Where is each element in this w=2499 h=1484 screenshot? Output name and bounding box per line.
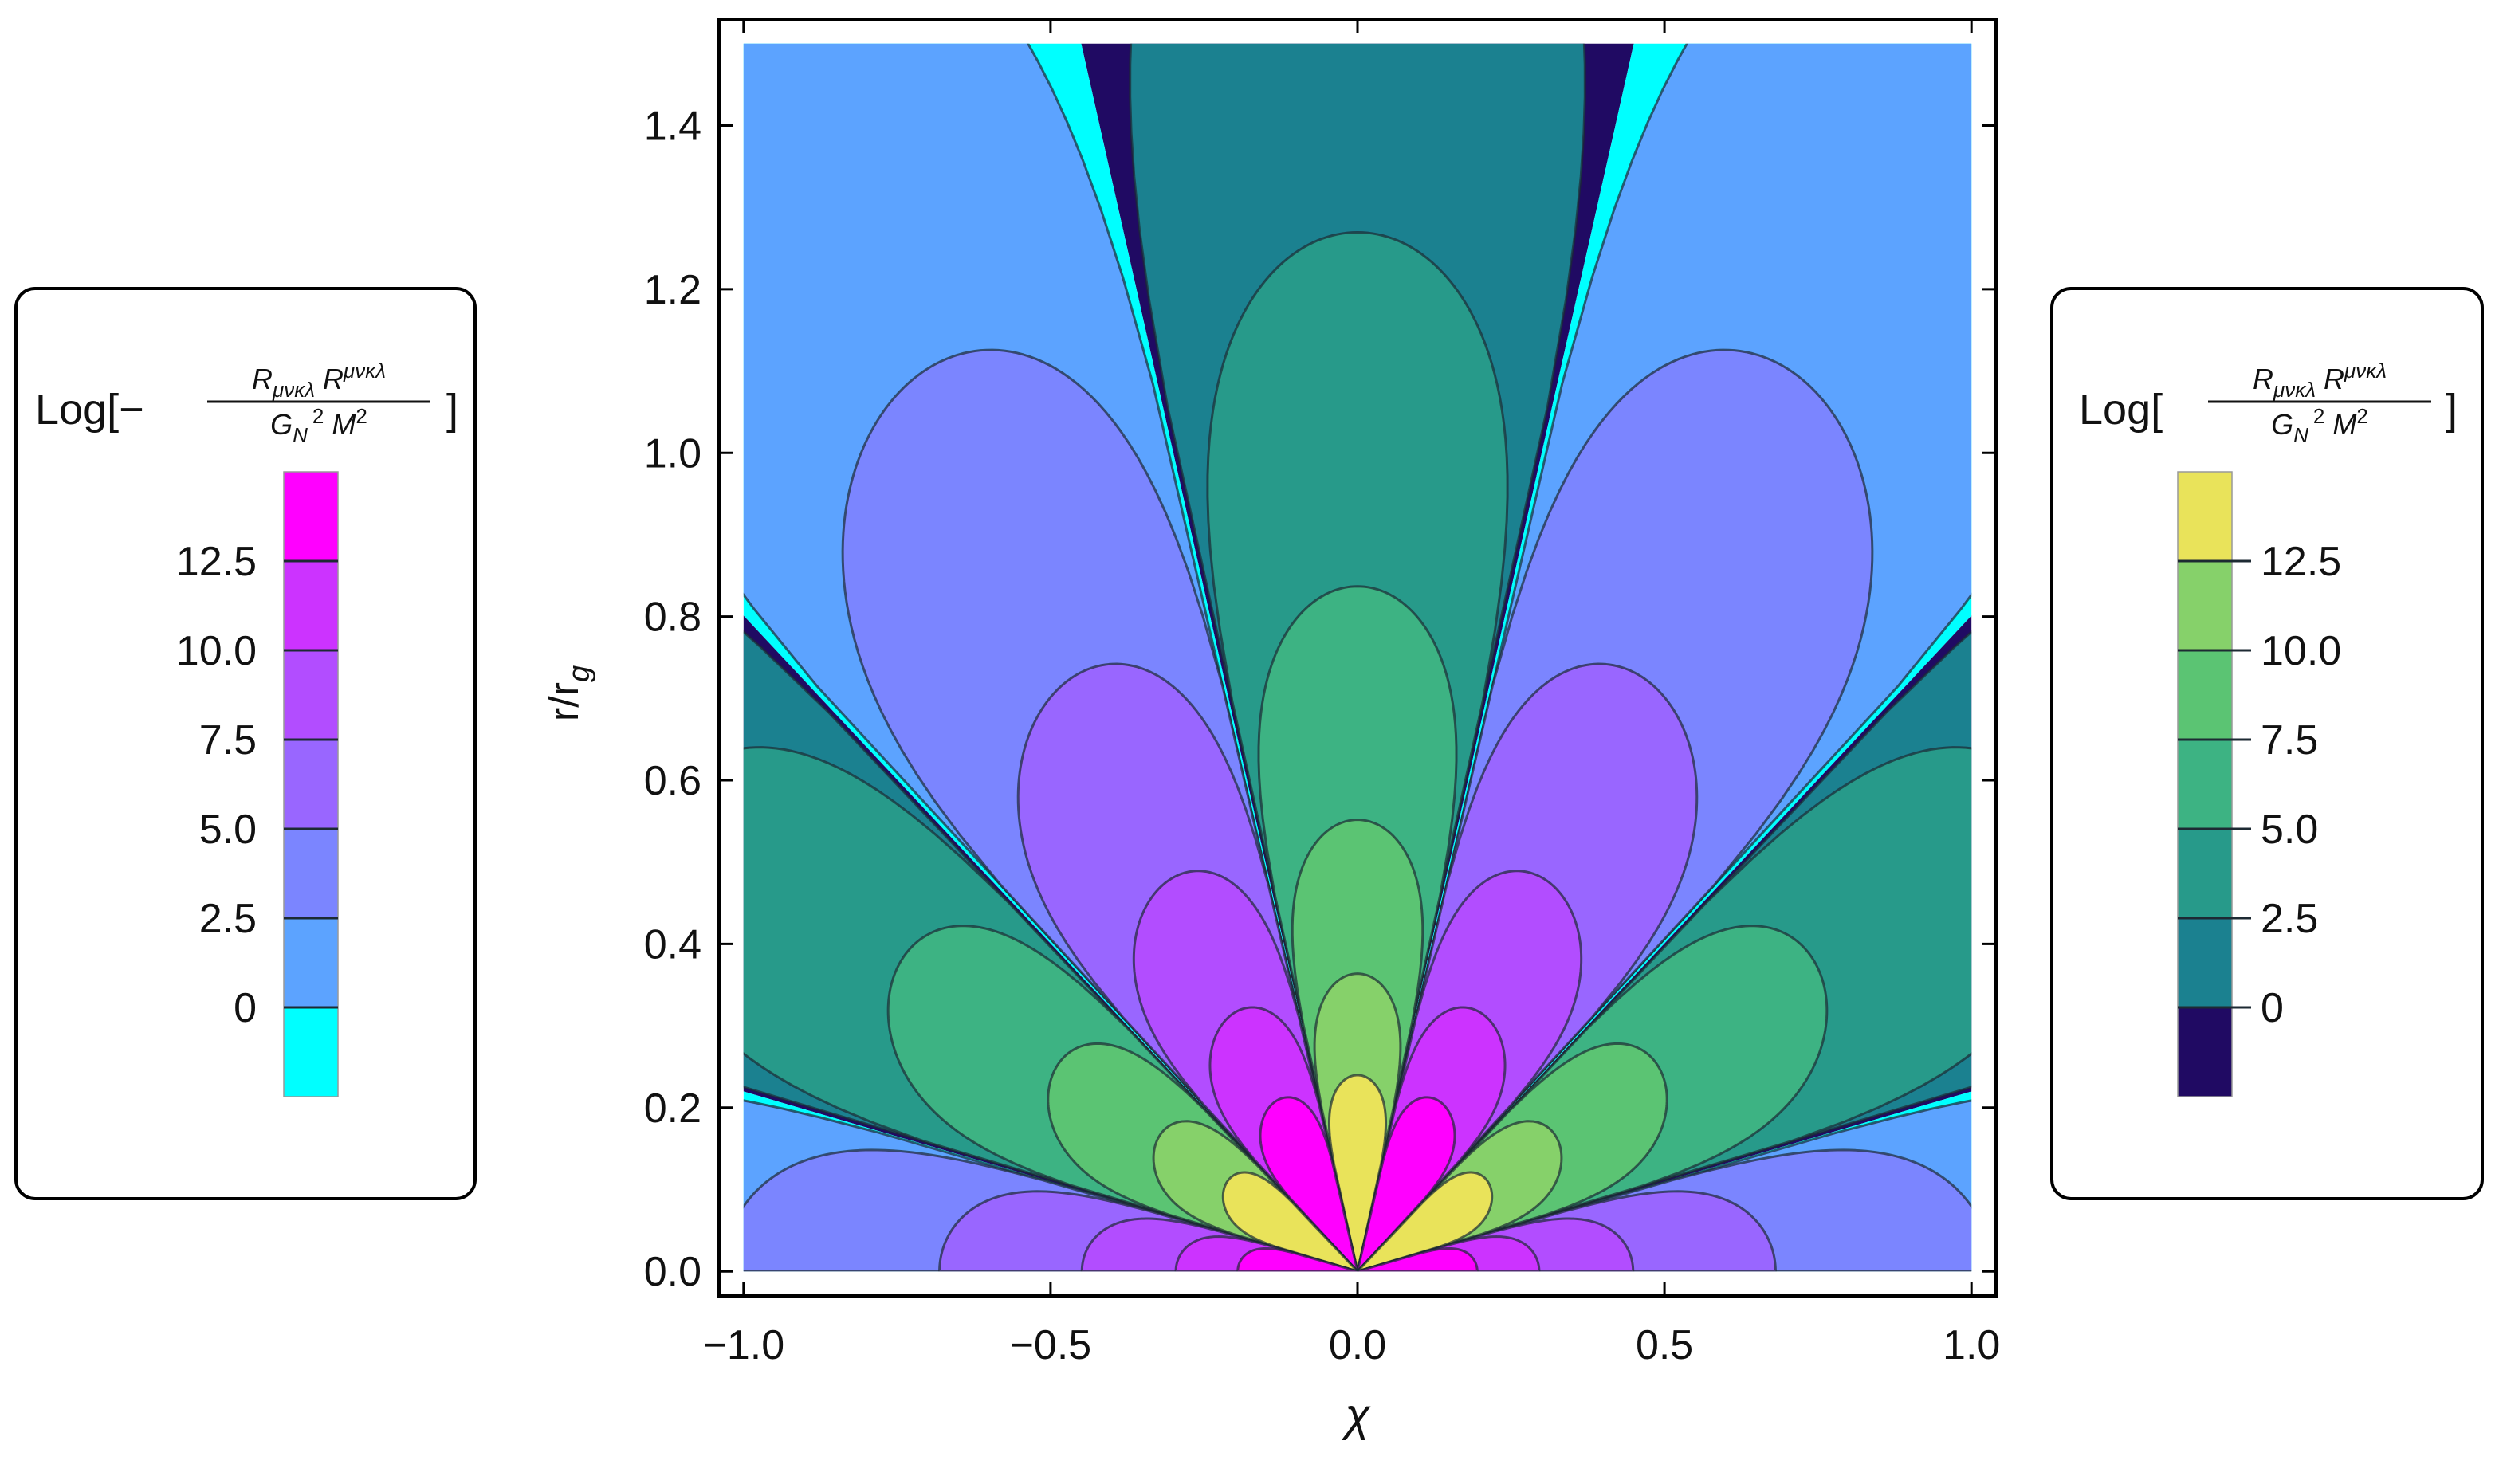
legend-title-close: ]	[2446, 386, 2458, 434]
contour-level	[1356, 1096, 1456, 1272]
colorbar-tick-label: 7.5	[2261, 717, 2318, 764]
numerator-superscript: μνκλ	[343, 359, 386, 383]
contour-level	[1356, 1171, 1494, 1272]
colorbar-tick-label: 12.5	[176, 539, 257, 585]
x-axis-label: χ	[1341, 1389, 1371, 1441]
x-tick-label: 0.5	[1636, 1322, 1693, 1368]
colorbar-tick-label: 0	[2261, 985, 2284, 1031]
denominator-subscript: N	[293, 423, 308, 447]
colorbar-band	[2178, 740, 2232, 829]
y-tick-label: 1.0	[644, 430, 701, 477]
colorbar-tick-label: 0	[234, 985, 257, 1031]
legend-title-numerator: Rμνκλ Rμνκλ	[2253, 359, 2387, 402]
legend-title-denominator: GN2 M2	[2271, 404, 2368, 447]
numerator-base: R	[2253, 363, 2273, 395]
x-tick-label: −1.0	[702, 1322, 784, 1368]
legend-title-denominator: GN2 M2	[270, 404, 367, 447]
denominator-subscript: N	[2293, 423, 2308, 447]
numerator-subscript: μνκλ	[2273, 378, 2316, 402]
colorbar-band	[2178, 1007, 2232, 1097]
legend-title-open: Log[	[2079, 386, 2163, 434]
y-tick-label: 0.4	[644, 921, 701, 968]
denominator-base: M	[332, 408, 356, 441]
contour-level	[1236, 1246, 1359, 1272]
numerator-base: R	[323, 363, 344, 395]
denominator-superscript: 2	[312, 404, 324, 428]
colorbar-band	[284, 472, 338, 561]
legend-title-close: ]	[446, 386, 458, 434]
numerator-base: R	[252, 363, 273, 395]
y-tick-label: 1.2	[644, 267, 701, 313]
x-tick-label: 0.0	[1329, 1322, 1386, 1368]
y-tick-label: 0.2	[644, 1086, 701, 1132]
contour-plot	[743, 43, 1972, 1272]
legend-box	[14, 287, 477, 1200]
colorbar-band	[284, 561, 338, 650]
colorbar-band	[284, 918, 338, 1007]
numerator-subscript: μνκλ	[272, 378, 315, 402]
y-tick-label: 1.4	[644, 104, 701, 150]
colorbar-frame	[283, 471, 339, 1097]
colorbar-tick-label: 5.0	[199, 807, 257, 853]
y-axis-label-main: r/r	[541, 682, 587, 721]
y-axis-label: r/rg	[541, 665, 596, 721]
colorbar-tick-label: 2.5	[199, 896, 257, 942]
denominator-superscript: 2	[356, 404, 367, 428]
denominator-superscript: 2	[2356, 404, 2367, 428]
colorbar-band	[2178, 472, 2232, 561]
contour-level	[1327, 1074, 1388, 1272]
colorbar-tick-label: 10.0	[2261, 628, 2341, 674]
y-axis-label-subscript: g	[563, 665, 596, 682]
colorbar-band	[284, 829, 338, 918]
colorbar-tick-label: 10.0	[176, 628, 257, 674]
colorbar-band	[284, 740, 338, 829]
y-tick-label: 0.6	[644, 758, 701, 804]
y-tick-label: 0.0	[644, 1249, 701, 1295]
contour-level	[1259, 1096, 1359, 1272]
colorbar-band	[2178, 650, 2232, 740]
contour-level	[1221, 1171, 1359, 1272]
colorbar-band	[2178, 829, 2232, 918]
axes: −1.0 −0.5 0.0 0.5 1.0 0.0 0.2 0.4 0.6 0.8 1.0 1.2 1.…	[644, 18, 2000, 1368]
colorbar-band	[284, 650, 338, 740]
x-tick-label: 1.0	[1943, 1322, 2000, 1368]
legend-title-open: Log[−	[35, 386, 144, 434]
contour-level	[1356, 1246, 1479, 1272]
colorbar-band	[2178, 918, 2232, 1007]
x-tick-label: −0.5	[1010, 1322, 1092, 1368]
denominator-base: G	[2271, 408, 2293, 441]
colorbar-tick-label: 12.5	[2261, 539, 2341, 585]
denominator-base: M	[2332, 408, 2356, 441]
colorbar-frame	[2177, 471, 2233, 1097]
colorbar-tick-label: 2.5	[2261, 896, 2318, 942]
y-tick-label: 0.8	[644, 595, 701, 641]
legend-title-numerator: Rμνκλ Rμνκλ	[252, 359, 386, 402]
colorbar-band	[2178, 561, 2232, 650]
denominator-base: G	[270, 408, 293, 441]
colorbar-band	[284, 1007, 338, 1097]
denominator-superscript: 2	[2313, 404, 2324, 428]
colorbar-tick-label: 5.0	[2261, 807, 2318, 853]
numerator-superscript: μνκλ	[2344, 359, 2387, 383]
numerator-base: R	[2324, 363, 2344, 395]
colorbar-tick-label: 7.5	[199, 717, 257, 764]
legend-box	[2050, 287, 2484, 1200]
